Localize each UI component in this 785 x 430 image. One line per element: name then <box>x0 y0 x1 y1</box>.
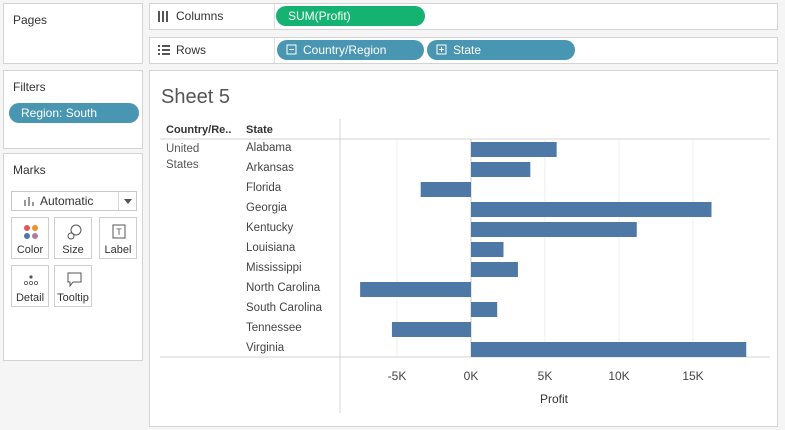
filter-pill-region[interactable]: Region: South <box>9 103 139 123</box>
bar-florida[interactable] <box>420 182 471 197</box>
mark-type-dropdown[interactable]: Automatic <box>11 191 137 211</box>
marks-tooltip-label: Tooltip <box>57 292 89 304</box>
marks-detail-label: Detail <box>15 292 45 304</box>
state-label[interactable]: South Carolina <box>246 302 323 314</box>
country-label-line1: United <box>166 143 200 155</box>
bar-arkansas[interactable] <box>471 162 531 177</box>
pill-state-label: State <box>453 43 482 57</box>
x-tick-label: 10K <box>608 369 629 383</box>
bar-kentucky[interactable] <box>471 222 637 237</box>
columns-shelf-label: Columns <box>150 4 275 29</box>
x-tick-label: 15K <box>682 369 703 383</box>
state-label[interactable]: Florida <box>246 182 282 194</box>
pill-state[interactable]: State <box>427 40 575 60</box>
bar-south-carolina[interactable] <box>471 302 498 317</box>
chevron-down-icon[interactable] <box>118 192 136 210</box>
marks-color-label: Color <box>16 244 44 256</box>
sheet-title: Sheet 5 <box>161 86 230 108</box>
detail-icon <box>23 275 38 285</box>
bar-north-carolina[interactable] <box>360 282 471 297</box>
bar-virginia[interactable] <box>471 342 747 357</box>
collapse-icon[interactable] <box>277 40 303 60</box>
x-tick-label: -5K <box>388 369 407 383</box>
state-label[interactable]: Arkansas <box>246 162 294 174</box>
bar-georgia[interactable] <box>471 202 712 217</box>
size-icon <box>67 224 82 240</box>
pages-card: Pages <box>3 3 143 64</box>
view-canvas: Sheet 5 Country/Re.. State United States… <box>149 70 778 427</box>
state-label[interactable]: Tennessee <box>246 322 302 334</box>
state-label[interactable]: Georgia <box>246 202 287 214</box>
marks-label-label: Label <box>104 244 132 256</box>
bar-mississippi[interactable] <box>471 262 518 277</box>
x-tick-label: 0K <box>464 369 479 383</box>
filters-card: Filters Region: South <box>3 70 143 149</box>
marks-detail-button[interactable]: Detail <box>11 265 49 307</box>
rows-label-text: Rows <box>176 43 207 57</box>
columns-icon <box>158 11 168 22</box>
marks-size-label: Size <box>62 244 84 256</box>
marks-size-button[interactable]: Size <box>54 217 92 259</box>
tooltip-icon <box>67 272 82 288</box>
pill-sum-profit[interactable]: SUM(Profit) <box>276 6 425 26</box>
marks-tooltip-button[interactable]: Tooltip <box>54 265 92 307</box>
marks-color-button[interactable]: Color <box>11 217 49 259</box>
x-axis-label: Profit <box>540 392 569 406</box>
filters-title: Filters <box>13 80 46 94</box>
bar-alabama[interactable] <box>471 142 557 157</box>
state-label[interactable]: Louisiana <box>246 242 296 254</box>
pill-country-region[interactable]: Country/Region <box>277 40 424 60</box>
country-label-line2: States <box>166 159 199 171</box>
color-icon <box>24 225 38 239</box>
rows-shelf[interactable]: Rows Country/Region State <box>149 37 778 64</box>
marks-card: Marks Automatic Color Size T Label <box>3 153 143 361</box>
pages-title: Pages <box>13 13 48 27</box>
x-tick-label: 5K <box>538 369 553 383</box>
columns-label-text: Columns <box>176 9 224 23</box>
marks-title: Marks <box>13 163 46 177</box>
header-country-region[interactable]: Country/Re.. <box>166 124 232 136</box>
rows-shelf-label: Rows <box>150 38 275 63</box>
state-label[interactable]: North Carolina <box>246 282 321 294</box>
mark-type-value: Automatic <box>40 194 94 208</box>
bar-louisiana[interactable] <box>471 242 504 257</box>
marks-label-button[interactable]: T Label <box>99 217 137 259</box>
state-label[interactable]: Mississippi <box>246 262 302 274</box>
profit-bar-chart: -5K 0K 5K 10K 15K Profit <box>160 119 770 413</box>
expand-icon[interactable] <box>427 40 453 60</box>
label-icon: T <box>112 224 126 239</box>
pill-country-region-label: Country/Region <box>303 43 387 57</box>
bar-tennessee[interactable] <box>391 322 471 337</box>
bar-chart-icon <box>24 197 34 206</box>
svg-text:T: T <box>116 227 122 237</box>
state-label[interactable]: Virginia <box>246 342 285 354</box>
state-label[interactable]: Kentucky <box>246 222 294 234</box>
header-state[interactable]: State <box>246 124 273 136</box>
state-label[interactable]: Alabama <box>246 142 292 154</box>
rows-icon <box>158 45 170 55</box>
columns-shelf[interactable]: Columns SUM(Profit) <box>149 3 778 30</box>
